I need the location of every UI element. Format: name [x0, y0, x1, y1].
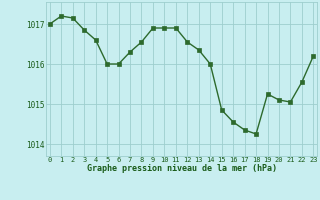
X-axis label: Graphe pression niveau de la mer (hPa): Graphe pression niveau de la mer (hPa) — [87, 164, 276, 173]
